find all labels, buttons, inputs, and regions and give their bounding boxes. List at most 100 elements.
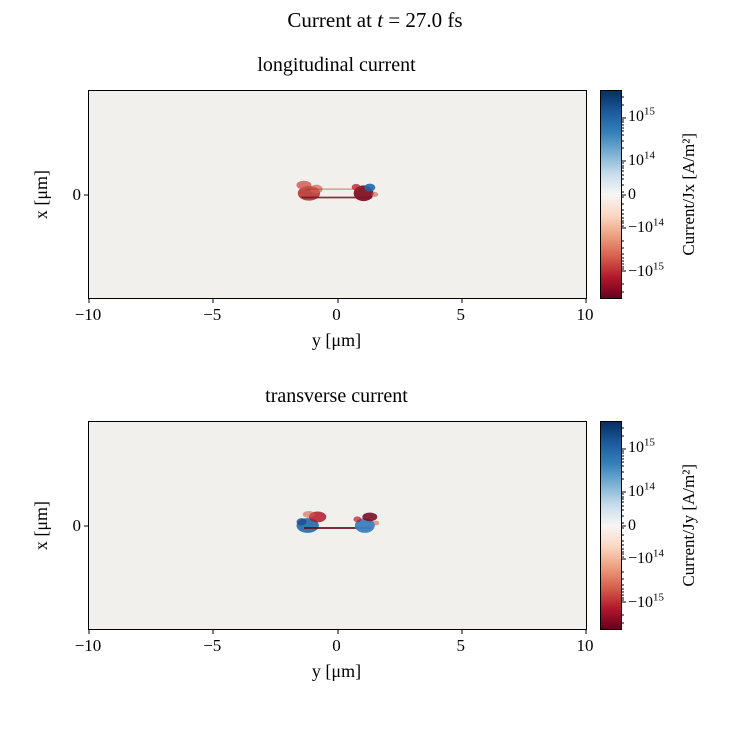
colorbar-minor-tick	[621, 455, 624, 457]
colorbar-tick	[621, 227, 626, 229]
colorbar-minor-tick	[621, 217, 624, 219]
colorbar-tick-label: −1014	[628, 216, 664, 236]
colorbar-minor-tick	[621, 174, 624, 176]
colorbar-minor-tick	[621, 534, 624, 536]
colorbar-minor-tick	[621, 588, 624, 590]
colorbar-minor-tick	[621, 435, 624, 437]
current-feature	[362, 512, 378, 522]
x-tick	[585, 629, 587, 634]
colorbar-minor-tick	[621, 478, 624, 480]
plot-area	[84, 90, 587, 303]
current-feature	[372, 520, 380, 526]
colorbar-minor-tick	[621, 522, 624, 524]
colorbar-minor-tick	[621, 209, 624, 211]
colorbar-tick-labels: 1015 1014 0 −1014 −1015	[628, 90, 676, 299]
colorbar-minor-tick	[621, 498, 624, 500]
colorbar-tick	[621, 525, 626, 526]
colorbar-minor-tick	[621, 556, 624, 558]
figure-title: Current at t = 27.0 fs	[0, 8, 750, 33]
x-tick-label: 10	[576, 636, 594, 655]
colorbar-tick	[621, 160, 626, 162]
colorbar-label: Current/Jy [A/m²]	[679, 464, 698, 587]
y-tick-label: 0	[72, 184, 82, 204]
y-tick-label: 0	[72, 515, 82, 535]
x-tick-label: 10	[576, 305, 594, 324]
x-tick-label: 5	[456, 305, 466, 324]
colorbar-minor-tick	[621, 461, 624, 463]
plot-area	[84, 421, 587, 634]
colorbar-minor-tick	[621, 220, 624, 222]
x-axis-label: y [μm]	[311, 661, 362, 681]
colorbar-minor-tick	[621, 458, 624, 460]
colorbar-minor-tick	[621, 452, 624, 454]
x-tick	[461, 298, 463, 303]
colorbar-minor-tick	[621, 544, 624, 546]
y-axis-label: x [μm]	[30, 500, 51, 551]
colorbar-minor-tick	[621, 167, 624, 169]
colorbar-minor-tick	[621, 253, 624, 255]
current-density-image	[296, 180, 379, 202]
colorbar-minor-tick	[621, 597, 624, 599]
colorbar-minor-tick	[621, 240, 624, 242]
colorbar-minor-tick	[621, 196, 624, 198]
colorbar-minor-tick	[621, 509, 624, 511]
panel-title: longitudinal current	[257, 54, 416, 76]
colorbar	[600, 90, 626, 299]
colorbar-tick-label: 1015	[628, 436, 655, 457]
colorbar-tick-label: 1014	[628, 480, 655, 501]
colorbar-tick-label: −1014	[628, 547, 664, 567]
colorbar-minor-tick	[621, 184, 624, 186]
panel-longitudinal-current: longitudinal current x [μm] 0 −10 −5 0 5 10 …	[0, 52, 750, 364]
x-tick	[88, 298, 90, 303]
y-tick	[84, 525, 89, 526]
colorbar-minor-tick	[621, 178, 624, 180]
colorbar-minor-tick	[621, 165, 624, 167]
colorbar-minor-tick	[621, 121, 624, 123]
current-feature	[353, 516, 362, 523]
colorbar-minor-tick	[621, 119, 624, 121]
colorbar-minor-tick	[621, 594, 624, 596]
x-tick-label: 5	[456, 636, 466, 655]
y-axis-label: x [μm]	[30, 169, 51, 220]
x-tick-labels: −10 −5 0 5 10	[75, 305, 594, 327]
colorbar-minor-tick	[621, 599, 624, 601]
current-feature	[296, 180, 312, 190]
colorbar-minor-tick	[621, 127, 624, 129]
colorbar-minor-tick	[621, 257, 624, 259]
colorbar-tick	[621, 194, 626, 195]
x-tick-label: −5	[203, 305, 222, 324]
colorbar-minor-tick	[621, 622, 624, 624]
colorbar-minor-tick	[621, 540, 624, 542]
colorbar-minor-tick	[621, 96, 624, 98]
y-tick	[84, 194, 89, 195]
colorbar-minor-tick	[621, 427, 624, 429]
colorbar-tick	[621, 558, 626, 560]
colorbar-minor-tick	[621, 203, 624, 205]
colorbar-tick	[621, 117, 626, 119]
colorbar-minor-tick	[621, 471, 624, 473]
x-tick	[212, 629, 214, 634]
figure-title-prefix: Current at	[287, 8, 378, 32]
colorbar-minor-tick	[621, 450, 624, 452]
colorbar-minor-tick	[621, 162, 624, 164]
colorbar-minor-tick	[621, 553, 624, 555]
colorbar-tick	[621, 270, 626, 272]
x-tick-label: 0	[332, 305, 341, 324]
colorbar-minor-tick	[621, 591, 624, 593]
colorbar-minor-tick	[621, 505, 624, 507]
colorbar-label: Current/Jx [A/m²]	[679, 133, 698, 256]
current-feature	[371, 192, 379, 197]
current-feature	[296, 518, 307, 526]
x-tick	[88, 629, 90, 634]
panel-title: transverse current	[265, 385, 408, 407]
colorbar-minor-tick	[621, 225, 624, 227]
x-tick-label: −10	[74, 636, 102, 655]
x-tick	[461, 629, 463, 634]
colorbar-minor-tick	[621, 260, 624, 262]
x-tick	[337, 298, 338, 303]
colorbar-minor-tick	[621, 222, 624, 224]
colorbar-tick-labels: 1015 1014 0 −1014 −1015	[628, 421, 676, 630]
x-tick-label: 0	[332, 636, 341, 655]
colorbar-minor-tick	[621, 104, 624, 106]
colorbar-minor-tick	[621, 140, 624, 142]
